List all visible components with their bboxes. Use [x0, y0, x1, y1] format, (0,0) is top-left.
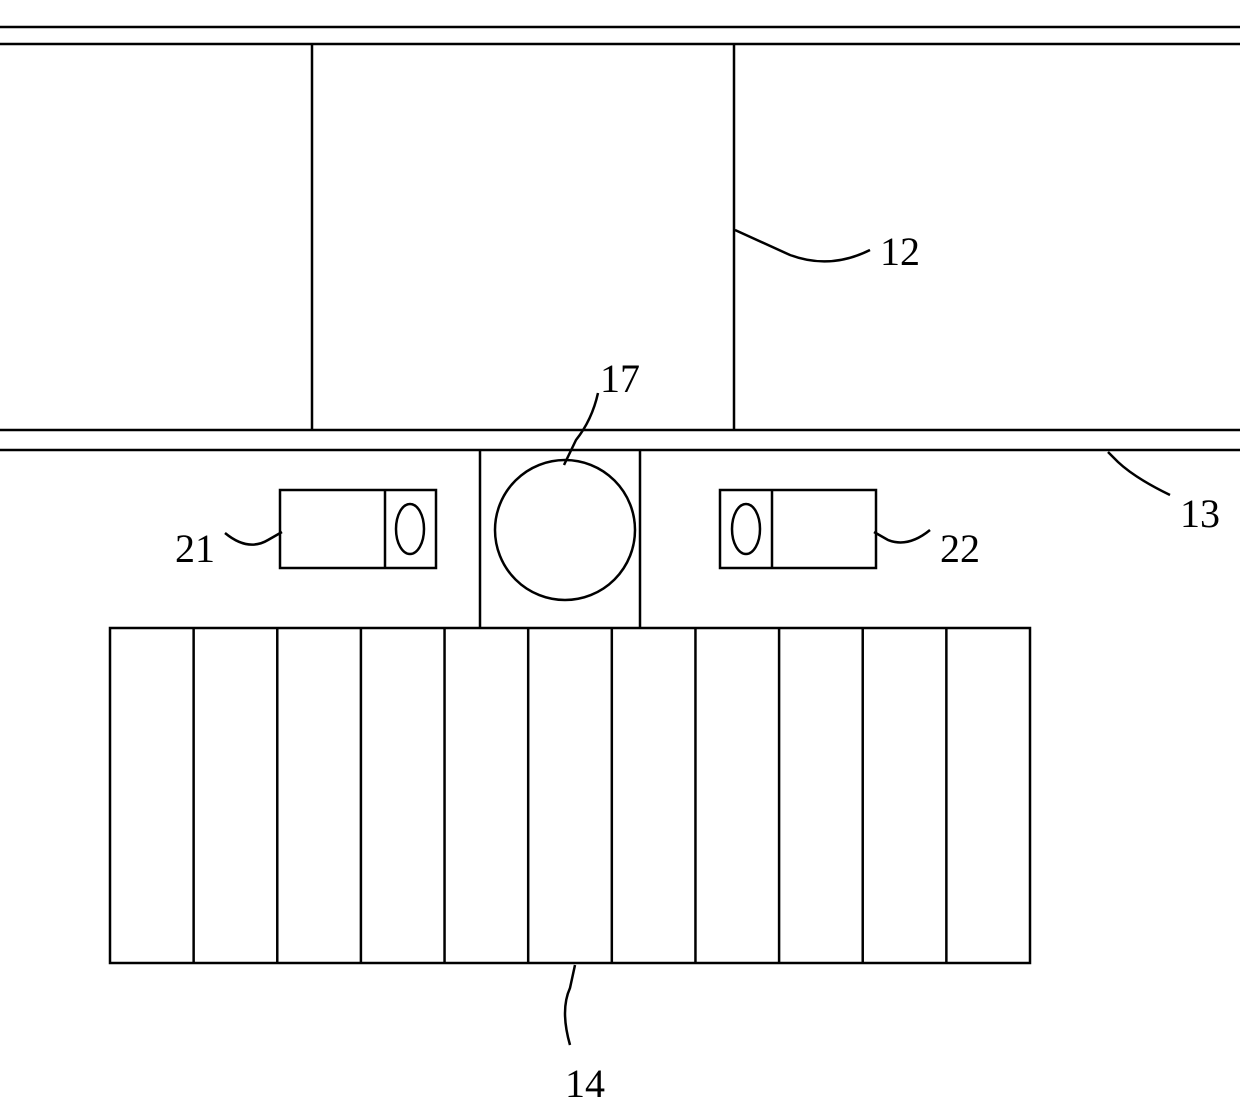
box-22-ellipse — [732, 504, 760, 554]
box-22 — [720, 490, 876, 568]
label-14: 14 — [565, 1060, 605, 1107]
box-21-ellipse — [396, 504, 424, 554]
leader-l12 — [735, 230, 870, 261]
label-17: 17 — [600, 355, 640, 402]
leader-l14 — [565, 965, 575, 1045]
label-21: 21 — [175, 525, 215, 572]
leader-l21 — [225, 532, 282, 545]
label-12: 12 — [880, 228, 920, 275]
grid-14-outer — [110, 628, 1030, 963]
box-21 — [280, 490, 436, 568]
label-22: 22 — [940, 525, 980, 572]
circle-17 — [495, 460, 635, 600]
leader-l22 — [874, 530, 930, 542]
leader-l13 — [1108, 452, 1170, 495]
label-13: 13 — [1180, 490, 1220, 537]
